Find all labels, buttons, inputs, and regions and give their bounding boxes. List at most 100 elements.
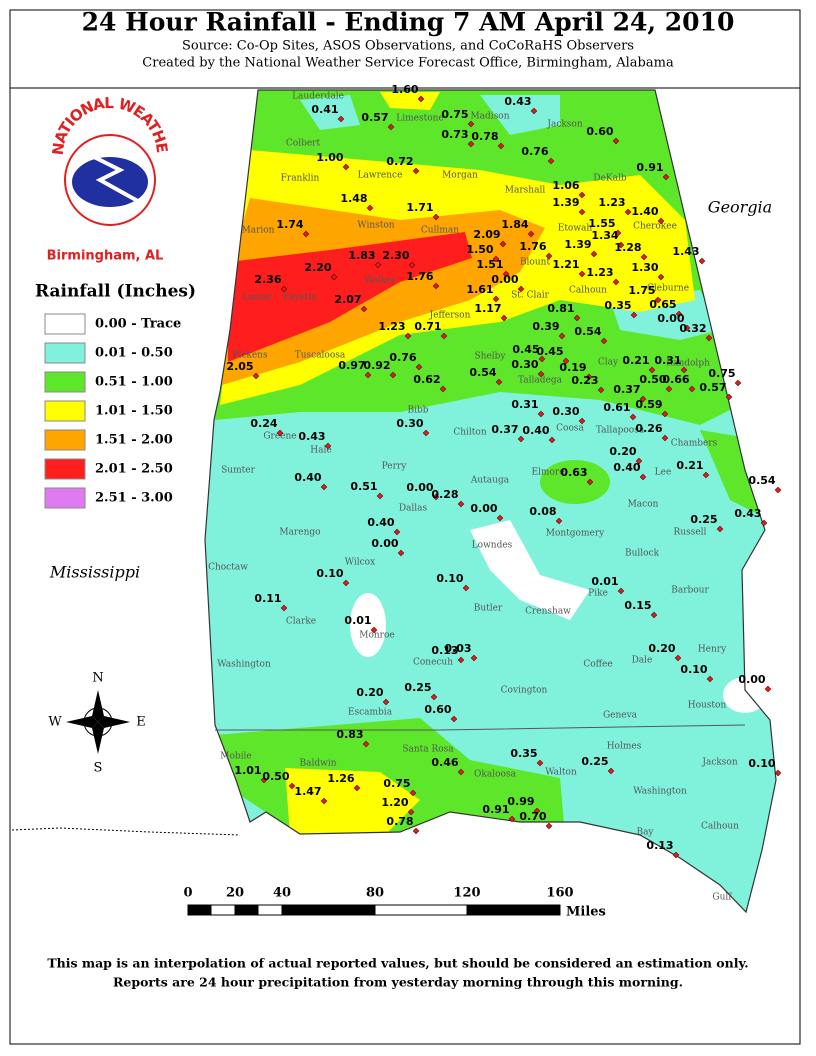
credit: Created by the National Weather Service …: [142, 56, 674, 71]
scale-segment: [281, 904, 376, 916]
station-marker: [617, 241, 625, 249]
county-label: Madison: [470, 112, 509, 122]
station-marker: [337, 115, 345, 123]
legend-label: 1.01 - 1.50: [95, 404, 173, 419]
legend-swatch: [44, 313, 86, 335]
station-marker: [497, 142, 505, 150]
station-value: 0.31: [654, 354, 681, 367]
station-value: 0.70: [519, 810, 546, 823]
station-value: 1.51: [476, 258, 503, 271]
station-value: 0.41: [311, 103, 338, 116]
station-marker: [612, 137, 620, 145]
station-marker: [661, 410, 669, 418]
station-value: 0.91: [636, 161, 663, 174]
station-value: 0.54: [574, 325, 601, 338]
station-marker: [764, 685, 772, 693]
station-value: 0.08: [529, 505, 556, 518]
station-value: 0.66: [662, 373, 689, 386]
station-marker: [675, 310, 683, 318]
station-marker: [252, 372, 260, 380]
subtitle: Source: Co-Op Sites, ASOS Observations, …: [182, 39, 634, 54]
station-value: 0.99: [507, 795, 534, 808]
station-value: 0.75: [708, 367, 735, 380]
frame: [9, 9, 801, 1045]
station-value: 1.48: [340, 192, 367, 205]
footer-note: This map is an interpolation of actual r…: [47, 956, 748, 971]
county-label: Lowndes: [472, 541, 513, 551]
station-marker: [548, 436, 556, 444]
scale-label: 120: [453, 886, 480, 901]
county-label: Santa Rosa: [402, 745, 454, 755]
station-value: 2.07: [334, 293, 361, 306]
station-value: 0.81: [547, 302, 574, 315]
station-value: 1.28: [614, 241, 641, 254]
station-value: 0.57: [361, 111, 388, 124]
county-label: Bibb: [407, 406, 428, 416]
county-label: Chambers: [671, 439, 718, 449]
station-marker: [661, 434, 669, 442]
station-value: 0.19: [559, 361, 586, 374]
station-marker: [705, 334, 713, 342]
county-label: Greene: [263, 432, 296, 442]
station-value: 0.10: [680, 663, 707, 676]
county-label: Walton: [545, 768, 577, 778]
station-marker: [578, 208, 586, 216]
county-label: Marshall: [505, 186, 546, 196]
station-marker: [260, 776, 268, 784]
station-marker: [530, 107, 538, 115]
scale-segment: [187, 904, 212, 916]
station-marker: [393, 528, 401, 536]
station-value: 1.40: [631, 205, 658, 218]
county-label: Cleburne: [647, 284, 689, 294]
station-marker: [450, 715, 458, 723]
station-value: 1.76: [406, 270, 433, 283]
county-label: Wilcox: [345, 558, 375, 568]
station-marker: [342, 163, 350, 171]
station-marker: [562, 357, 570, 365]
station-marker: [517, 435, 525, 443]
station-marker: [533, 807, 541, 815]
county-label: Montgomery: [546, 529, 605, 539]
station-value: 2.36: [254, 273, 281, 286]
county-label: Chilton: [453, 428, 486, 438]
scale-segment: [210, 904, 236, 916]
station-marker: [683, 324, 691, 332]
station-value: 0.60: [586, 125, 613, 138]
station-marker: [716, 525, 724, 533]
station-marker: [499, 240, 507, 248]
county-label: Walker: [364, 276, 396, 286]
legend-label: 0.00 - Trace: [95, 317, 181, 332]
compass-label: W: [48, 715, 62, 730]
station-value: 0.59: [635, 398, 662, 411]
station-value: 0.13: [431, 644, 458, 657]
station-value: 0.00: [470, 502, 497, 515]
station-value: 0.54: [748, 474, 775, 487]
station-marker: [432, 213, 440, 221]
state-label: Mississippi: [49, 563, 140, 582]
station-marker: [342, 579, 350, 587]
county-label: Baldwin: [300, 759, 337, 769]
station-value: 0.62: [413, 373, 440, 386]
scale-segment: [374, 904, 468, 916]
compass-label: N: [92, 671, 103, 686]
county-labels: Lauderdale Limestone Madison Jackson Colbert…: [208, 92, 739, 903]
county-label: Pike: [588, 589, 608, 599]
legend-swatch: [44, 371, 86, 393]
station-marker: [360, 305, 368, 313]
station-marker: [734, 379, 742, 387]
station-value: 0.00: [657, 312, 684, 325]
station-marker: [614, 229, 622, 237]
scale-segment: [257, 904, 283, 916]
station-value: 0.20: [609, 445, 636, 458]
station-marker: [629, 413, 637, 421]
station-marker: [288, 782, 296, 790]
scale-label: 160: [546, 886, 573, 901]
station-marker: [462, 584, 470, 592]
station-value: 1.83: [348, 249, 375, 262]
scale-unit: Miles: [566, 905, 606, 920]
station-value: 1.43: [672, 245, 699, 258]
station-marker: [412, 827, 420, 835]
county-label: Calhoun: [701, 822, 739, 832]
station-marker: [495, 378, 503, 386]
county-label: Coosa: [556, 424, 584, 434]
